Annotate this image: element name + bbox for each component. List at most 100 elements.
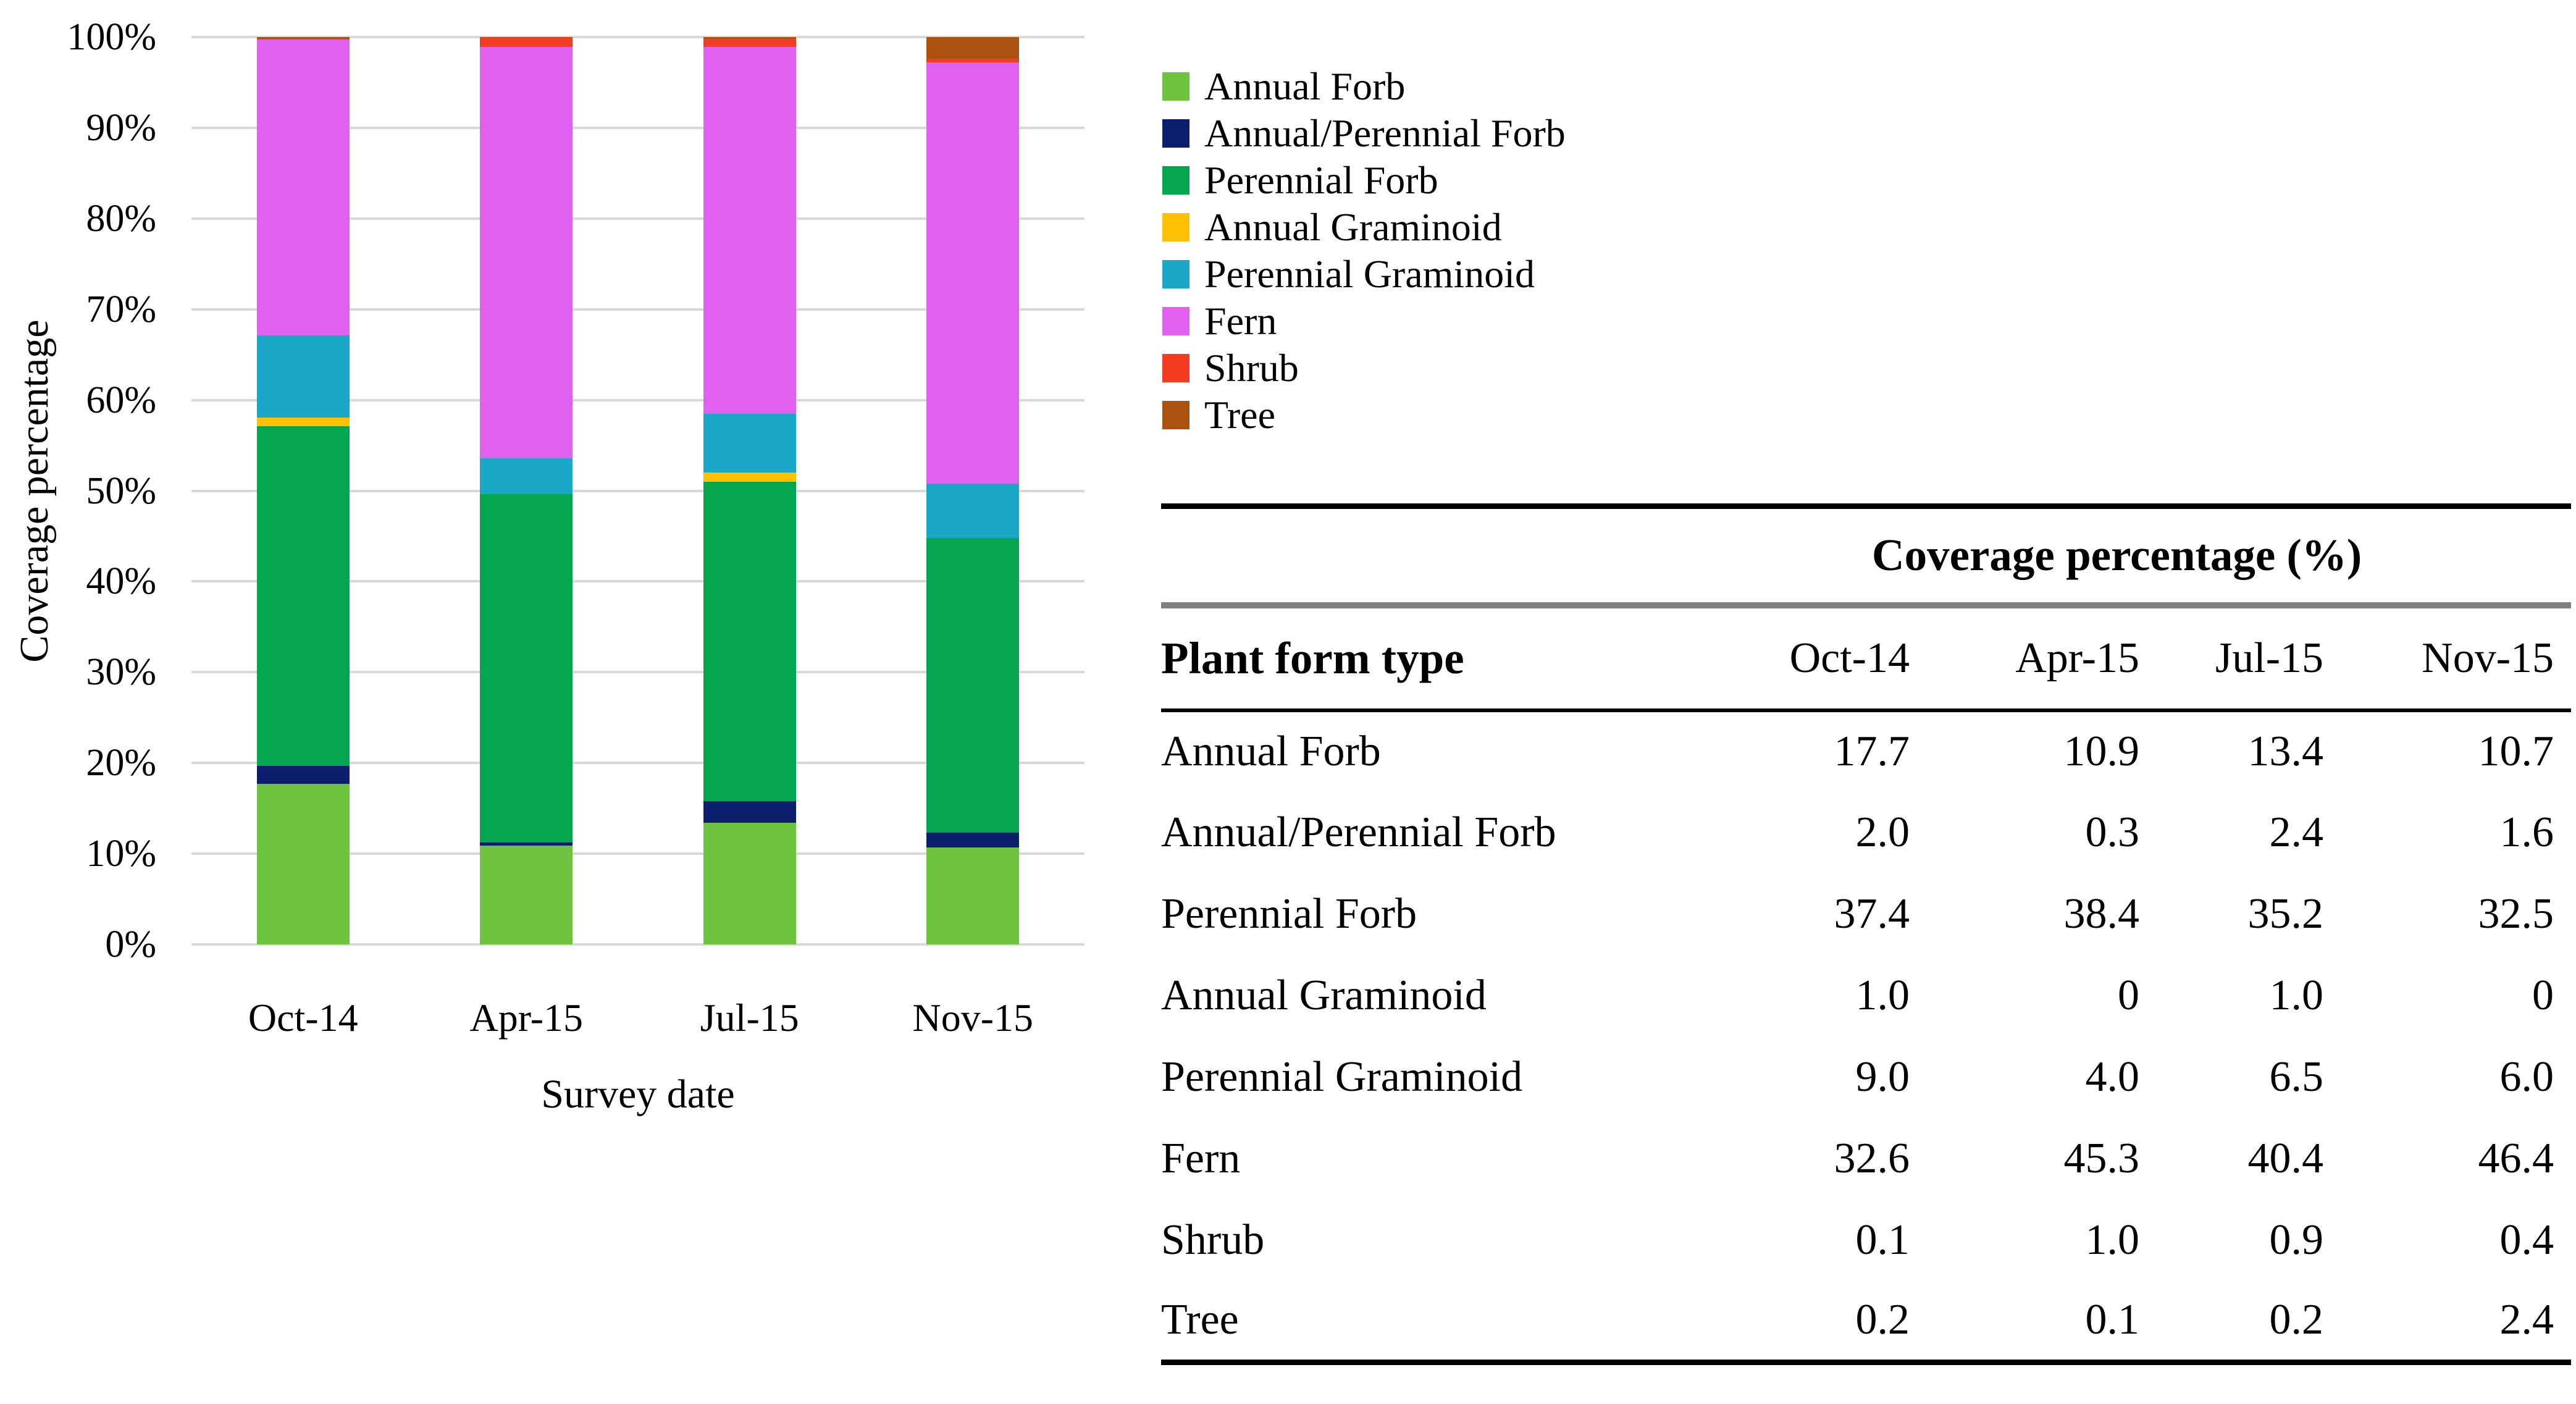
bar-segment-shrub (926, 59, 1020, 63)
column-header-apr-15: Apr-15 (1910, 605, 2139, 712)
bar-segment-annual-forb (480, 845, 573, 944)
bar-segment-perennial-forb (256, 426, 350, 766)
legend-item: Annual/Perennial Forb (1162, 110, 1566, 157)
legend-swatch (1162, 354, 1189, 382)
y-axis-tick-label: 20% (86, 742, 156, 784)
gridline (191, 126, 1085, 129)
bar-segment-fern (480, 47, 573, 458)
table-title: Coverage percentage (%) (1680, 506, 2572, 608)
bar-segment-shrub (480, 38, 573, 48)
legend-item: Tree (1162, 392, 1566, 439)
bar-segment-annual-forb (703, 823, 796, 944)
y-axis-tick-label: 50% (86, 469, 156, 512)
y-axis-tick-label: 30% (86, 651, 156, 694)
coverage-table: Coverage percentage (%) Plant form type … (1161, 503, 2572, 1365)
legend-item: Annual Forb (1162, 63, 1566, 110)
cell-value: 0.2 (1855, 1296, 1910, 1344)
cell-value: 2.4 (2269, 808, 2324, 856)
cell-value: 1.0 (2269, 971, 2324, 1019)
legend-item: Annual Graminoid (1162, 204, 1566, 251)
table-body: Annual Forb 17.7 10.9 13.4 10.7 Annual/Perenn… (1161, 710, 2571, 1363)
bar-segment-annual-perennial-forb (926, 833, 1020, 847)
row-label: Perennial Graminoid (1161, 1053, 1523, 1101)
bar-segment-annual-graminoid (256, 417, 350, 427)
cell-value: 37.4 (1834, 889, 1910, 938)
cell-value: 9.0 (1855, 1053, 1910, 1101)
gridline (191, 308, 1085, 311)
coverage-table-wrap: Coverage percentage (%) Plant form type … (1161, 503, 2572, 1365)
cell-value: 6.0 (2499, 1053, 2554, 1101)
table-row: Fern 32.6 45.3 40.4 46.4 (1161, 1118, 2571, 1200)
row-label: Perennial Forb (1161, 889, 1417, 938)
cell-value: 32.5 (2478, 889, 2554, 938)
legend-item: Fern (1162, 298, 1566, 345)
y-axis-tick-label: 90% (86, 106, 156, 149)
row-label: Shrub (1161, 1216, 1265, 1264)
legend-label: Annual/Perennial Forb (1204, 111, 1566, 155)
plot-area (191, 36, 1085, 946)
bar-segment-fern (703, 47, 796, 414)
row-label: Annual/Perennial Forb (1161, 808, 1556, 856)
table-row: Annual Forb 17.7 10.9 13.4 10.7 (1161, 710, 2571, 792)
gridline (191, 762, 1085, 765)
y-axis-tick-label: 0% (105, 923, 156, 965)
row-label: Fern (1161, 1134, 1241, 1182)
bar-segment-annual-graminoid (703, 473, 796, 482)
bar-segment-perennial-graminoid (926, 483, 1020, 538)
table-header-row: Plant form type Oct-14 Apr-15 Jul-15 Nov… (1161, 605, 2572, 712)
y-axis-ticks: 0% 10% 20% 30% 40% 50% 60% 70% 80% 90% 100% (0, 18, 156, 964)
legend-label: Tree (1204, 393, 1275, 437)
bar-segment-fern (926, 62, 1020, 484)
bar-column-jul-15 (703, 37, 796, 944)
cell-value: 1.0 (2085, 1216, 2140, 1264)
bar-segment-perennial-forb (703, 481, 796, 801)
y-axis-tick-label: 40% (86, 560, 156, 603)
gridline (191, 943, 1085, 946)
legend-swatch (1162, 213, 1189, 242)
y-axis-tick-label: 100% (67, 16, 156, 58)
gridline (191, 852, 1085, 855)
gridline (191, 217, 1085, 220)
row-label: Annual Forb (1161, 728, 1381, 775)
cell-value: 0 (2118, 971, 2139, 1019)
bar-segment-tree (926, 37, 1020, 59)
cell-value: 0.9 (2269, 1216, 2324, 1264)
table-row: Perennial Graminoid 9.0 4.0 6.5 6.0 (1161, 1036, 2571, 1118)
gridline (191, 36, 1085, 38)
legend-swatch (1162, 166, 1189, 195)
cell-value: 38.4 (2063, 889, 2140, 938)
bar-segment-annual-forb (926, 847, 1020, 944)
column-header-nov-15: Nov-15 (2323, 605, 2572, 712)
bar-segment-annual-forb (256, 784, 350, 944)
y-axis-tick-label: 70% (86, 288, 156, 330)
cell-value: 0.3 (2085, 808, 2140, 856)
table-row: Shrub 0.1 1.0 0.9 0.4 (1161, 1200, 2571, 1281)
table-row: Annual Graminoid 1.0 0 1.0 0 (1161, 955, 2571, 1036)
cell-value: 0.4 (2499, 1216, 2554, 1264)
stacked-bar-chart: Coverage percentage 0% 10% 20% 30% 40% 50% 60%… (0, 0, 1161, 1404)
cell-value: 2.4 (2499, 1296, 2554, 1344)
cell-value: 17.7 (1834, 728, 1910, 775)
cell-value: 35.2 (2247, 889, 2324, 938)
legend-label: Annual Graminoid (1204, 205, 1502, 249)
legend-swatch (1162, 72, 1189, 101)
bar-column-oct-14 (256, 37, 350, 944)
x-axis-label-jul-15: Jul-15 (700, 996, 799, 1040)
gridline (191, 489, 1085, 492)
bar-segment-shrub (256, 38, 350, 40)
column-header-jul-15: Jul-15 (2139, 605, 2323, 712)
cell-value: 45.3 (2063, 1134, 2140, 1182)
table-title-spacer (1161, 506, 1680, 608)
cell-value: 0.1 (1855, 1216, 1910, 1264)
cell-value: 10.9 (2063, 728, 2140, 775)
bar-segment-perennial-graminoid (256, 335, 350, 418)
x-axis-title: Survey date (541, 1072, 735, 1117)
column-header-plant-form-type: Plant form type (1161, 605, 1680, 712)
legend-item: Perennial Forb (1162, 157, 1566, 204)
cell-value: 1.0 (1855, 971, 1910, 1019)
y-axis-tick-label: 80% (86, 197, 156, 240)
legend-label: Perennial Graminoid (1204, 252, 1535, 296)
chart-legend: Annual Forb Annual/Perennial Forb Perennia… (1162, 63, 1566, 439)
legend-label: Perennial Forb (1204, 158, 1438, 202)
row-label: Annual Graminoid (1161, 971, 1487, 1019)
